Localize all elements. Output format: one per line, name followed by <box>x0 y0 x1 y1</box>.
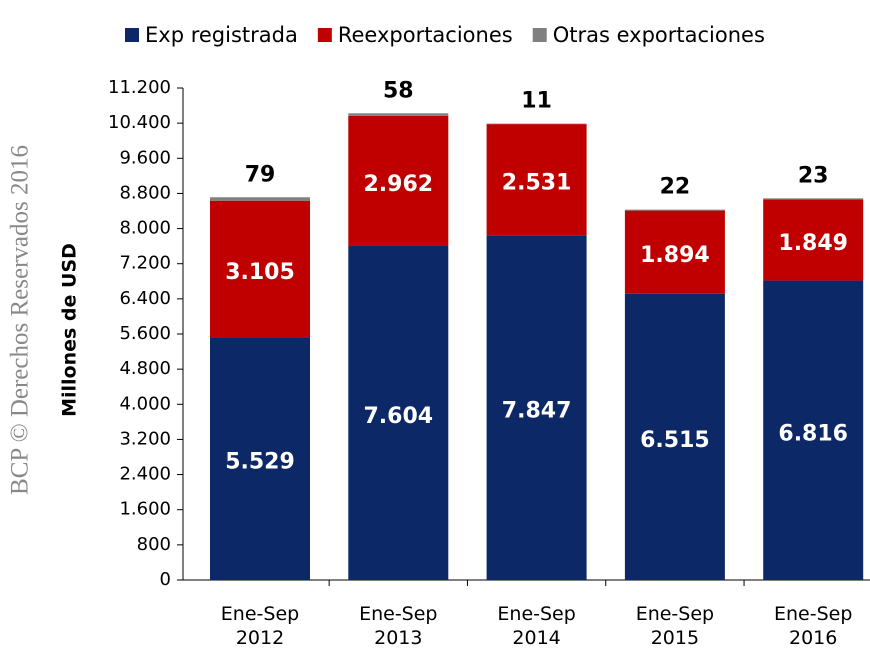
y-tick-label: 7.200 <box>119 253 171 274</box>
data-label: 22 <box>660 175 691 200</box>
y-tick-label: 3.200 <box>119 428 171 449</box>
data-label: 23 <box>798 163 829 188</box>
data-label: 3.105 <box>225 260 295 285</box>
data-label: 2.531 <box>502 171 572 196</box>
x-tick-label: Ene-Sep 2012 <box>220 603 300 649</box>
data-label: 6.515 <box>640 428 710 453</box>
y-tick-label: 10.400 <box>108 112 171 133</box>
watermark: BCP © Derechos Reservados 2016 <box>7 145 34 495</box>
x-tick-label: Ene-Sep 2014 <box>497 603 576 649</box>
legend-label: Exp registrada <box>145 23 298 47</box>
data-label: 79 <box>245 162 276 187</box>
bar-segment <box>210 337 310 580</box>
bar-segment <box>210 197 310 201</box>
y-tick-label: 9.600 <box>119 147 171 168</box>
bar-segment <box>210 200 310 338</box>
data-label: 2.962 <box>364 172 434 197</box>
legend-label: Otras exportaciones <box>553 23 765 47</box>
y-axis-label: Millones de USD <box>59 243 81 417</box>
bar-segment <box>763 280 864 580</box>
data-label: 1.894 <box>640 243 710 268</box>
y-tick-label: 0 <box>160 569 171 590</box>
y-tick-label: 5.600 <box>119 323 171 344</box>
data-label: 7.604 <box>364 404 434 429</box>
x-tick-label: Ene-Sep 2013 <box>359 603 438 649</box>
bar-segment <box>763 198 864 200</box>
y-tick-label: 800 <box>137 534 171 555</box>
legend-label: Reexportaciones <box>338 23 513 47</box>
x-tick-label: Ene-Sep 2015 <box>635 603 715 649</box>
data-label: 6.816 <box>778 421 848 446</box>
y-tick-label: 1.600 <box>119 499 171 520</box>
bar-segment <box>624 209 725 211</box>
bar-segment <box>486 235 587 581</box>
y-tick-label: 6.400 <box>119 288 171 309</box>
y-tick-label: 2.400 <box>119 464 171 485</box>
y-tick-label: 4.800 <box>119 358 171 379</box>
data-label: 5.529 <box>225 450 295 475</box>
bar-segment <box>486 124 587 236</box>
data-label: 58 <box>383 78 414 103</box>
data-label: 1.849 <box>778 231 848 256</box>
legend-swatch <box>532 28 547 42</box>
x-tick-label: Ene-Sep 2016 <box>773 603 853 649</box>
legend-swatch <box>125 28 139 42</box>
y-tick-label: 4.000 <box>119 393 171 414</box>
data-label: 7.847 <box>502 399 572 424</box>
y-tick-label: 8.800 <box>119 182 171 203</box>
legend-swatch <box>317 28 332 42</box>
bar-segment <box>348 113 449 116</box>
bar-segment <box>763 199 864 281</box>
data-label: 11 <box>521 89 552 114</box>
bar-segment <box>348 245 449 580</box>
y-tick-label: 11.200 <box>108 77 171 98</box>
bar-segment <box>624 210 725 294</box>
bar-segment <box>624 293 725 580</box>
y-tick-label: 8.000 <box>119 218 171 239</box>
bar-segment <box>348 115 449 246</box>
